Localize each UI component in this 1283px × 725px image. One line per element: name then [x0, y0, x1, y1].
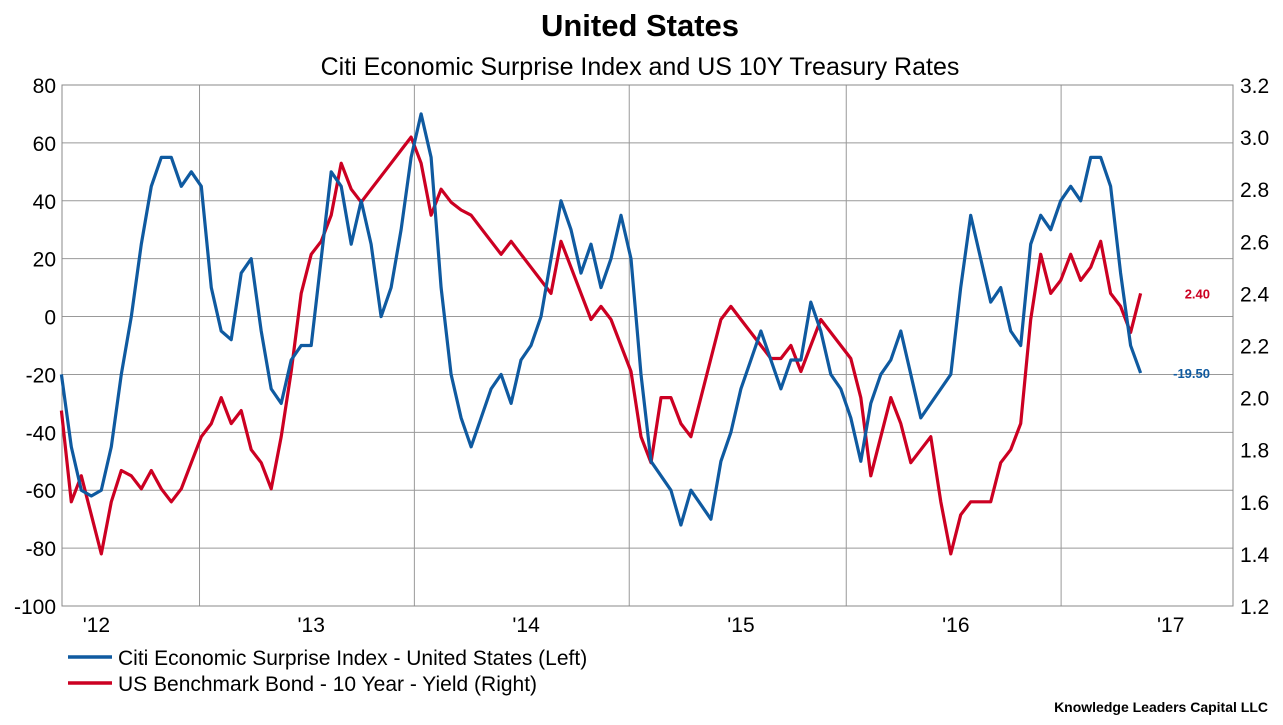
last-value-label: 2.40: [1185, 286, 1210, 301]
chart-title: United States: [541, 8, 739, 43]
left-tick-label: -60: [26, 480, 56, 503]
left-tick-label: 40: [33, 191, 56, 214]
left-tick-label: -100: [14, 596, 56, 619]
legend: Citi Economic Surprise Index - United St…: [68, 647, 587, 696]
left-tick-label: -40: [26, 422, 56, 445]
right-tick-label: 2.4: [1240, 283, 1270, 306]
x-tick-label: '17: [1157, 614, 1184, 637]
series-line-0: [59, 112, 1143, 527]
right-tick-label: 1.8: [1240, 440, 1269, 463]
left-tick-label: 0: [44, 307, 56, 330]
series-line-1: [59, 135, 1143, 556]
right-tick-label: 1.4: [1240, 544, 1270, 567]
left-tick-label: 80: [33, 75, 56, 98]
right-tick-label: 2.2: [1240, 336, 1269, 359]
left-tick-label: 60: [33, 133, 56, 156]
right-tick-label: 1.2: [1240, 596, 1269, 619]
chart-subtitle: Citi Economic Surprise Index and US 10Y …: [321, 53, 960, 81]
axes: 80 60 40 20 0 -20 -40 -60 -80 -100 3.2 3.0 2.8 2.6 2.4…: [14, 75, 1270, 637]
right-tick-label: 2.6: [1240, 231, 1269, 254]
right-tick-label: 1.6: [1240, 492, 1269, 515]
legend-label: Citi Economic Surprise Index - United St…: [118, 647, 587, 670]
left-tick-label: -80: [26, 538, 56, 561]
series-lines: [59, 112, 1143, 556]
x-tick-label: '15: [727, 614, 754, 637]
right-tick-label: 3.0: [1240, 127, 1269, 150]
end-labels: 2.40 -19.50: [1173, 286, 1210, 381]
right-tick-label: 2.0: [1240, 388, 1269, 411]
x-tick-label: '14: [512, 614, 540, 637]
left-tick-label: -20: [26, 364, 56, 387]
last-value-label: -19.50: [1173, 366, 1210, 381]
gridlines: [62, 84, 1233, 607]
x-tick-label: '16: [942, 614, 969, 637]
legend-label: US Benchmark Bond - 10 Year - Yield (Rig…: [118, 673, 537, 696]
source-credit: Knowledge Leaders Capital LLC: [1054, 699, 1268, 715]
x-tick-label: '13: [298, 614, 325, 637]
left-tick-label: 20: [33, 249, 56, 272]
right-tick-label: 3.2: [1240, 75, 1269, 98]
x-tick-label: '12: [83, 614, 110, 637]
right-tick-label: 2.8: [1240, 179, 1269, 202]
plot-frame: [61, 84, 1234, 607]
